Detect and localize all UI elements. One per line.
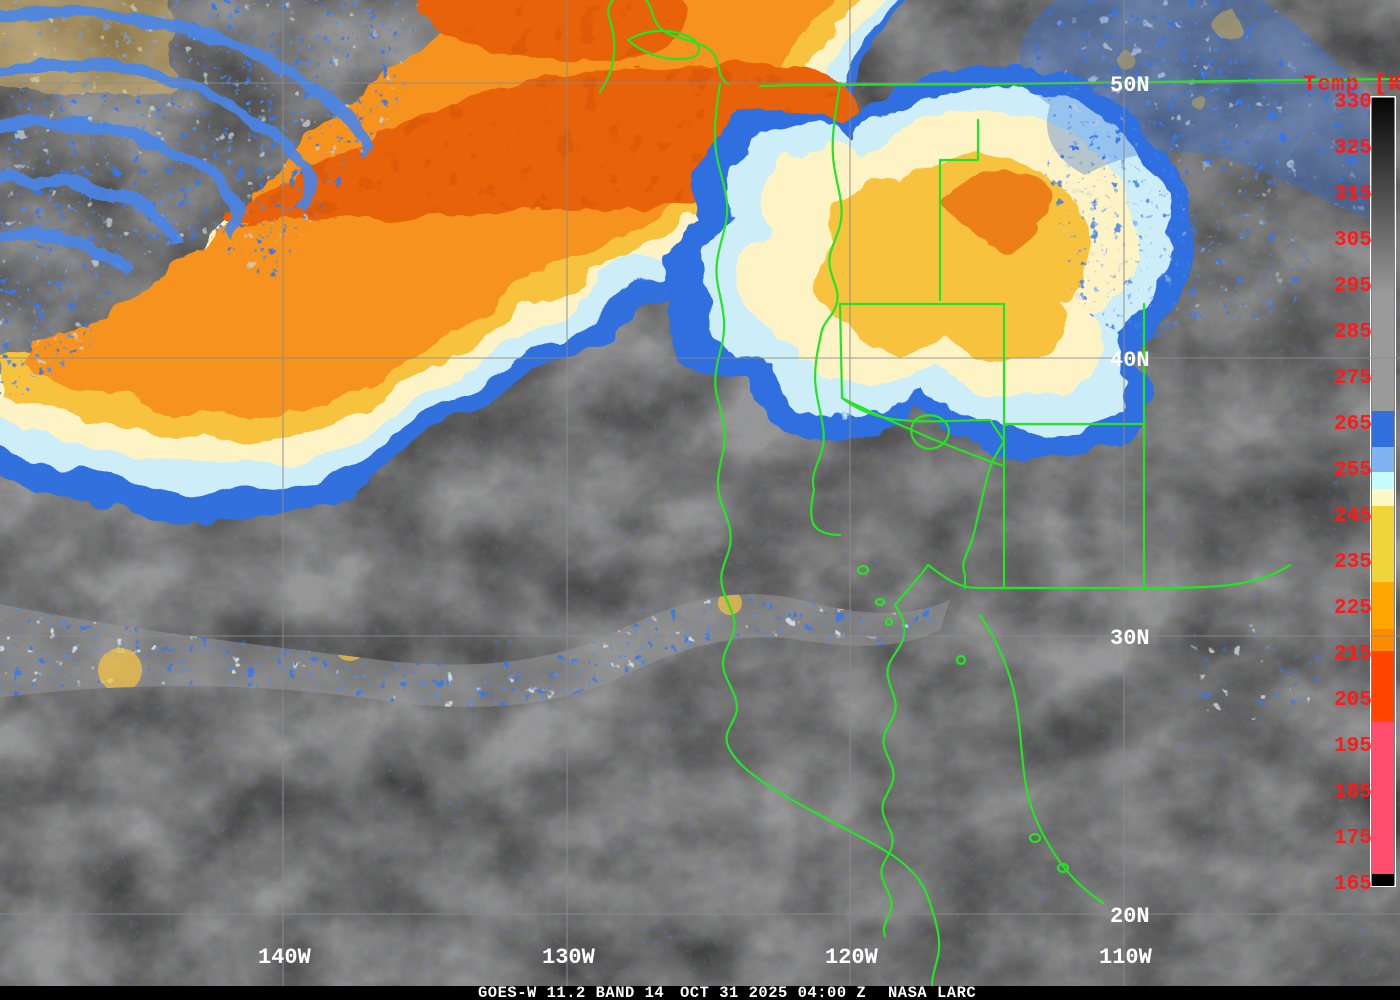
svg-text:285: 285 bbox=[1334, 321, 1372, 344]
svg-text:265: 265 bbox=[1334, 413, 1372, 436]
svg-text:205: 205 bbox=[1334, 689, 1372, 712]
svg-text:50N: 50N bbox=[1110, 73, 1150, 98]
svg-text:175: 175 bbox=[1334, 827, 1372, 850]
svg-text:Temp [K]: Temp [K] bbox=[1303, 72, 1400, 97]
svg-text:120W: 120W bbox=[825, 945, 879, 970]
svg-text:OCT 31 2025 04:00 Z: OCT 31 2025 04:00 Z bbox=[680, 984, 866, 1000]
svg-text:305: 305 bbox=[1334, 229, 1372, 252]
svg-text:235: 235 bbox=[1334, 551, 1372, 574]
svg-text:165: 165 bbox=[1334, 873, 1372, 896]
svg-text:255: 255 bbox=[1334, 459, 1372, 482]
svg-text:NASA LARC: NASA LARC bbox=[888, 984, 976, 1000]
svg-text:245: 245 bbox=[1334, 505, 1372, 528]
svg-text:20N: 20N bbox=[1110, 904, 1150, 929]
svg-text:GOES-W 11.2 BAND 14: GOES-W 11.2 BAND 14 bbox=[478, 984, 664, 1000]
svg-text:325: 325 bbox=[1334, 137, 1372, 160]
svg-text:315: 315 bbox=[1334, 183, 1372, 206]
svg-text:130W: 130W bbox=[542, 945, 596, 970]
svg-text:40N: 40N bbox=[1110, 348, 1150, 373]
svg-text:225: 225 bbox=[1334, 597, 1372, 620]
svg-text:195: 195 bbox=[1334, 735, 1372, 758]
svg-text:110W: 110W bbox=[1099, 945, 1153, 970]
svg-text:185: 185 bbox=[1334, 781, 1372, 804]
svg-text:295: 295 bbox=[1334, 275, 1372, 298]
svg-text:140W: 140W bbox=[258, 945, 312, 970]
svg-text:275: 275 bbox=[1334, 367, 1372, 390]
svg-text:215: 215 bbox=[1334, 643, 1372, 666]
svg-text:30N: 30N bbox=[1110, 626, 1150, 651]
